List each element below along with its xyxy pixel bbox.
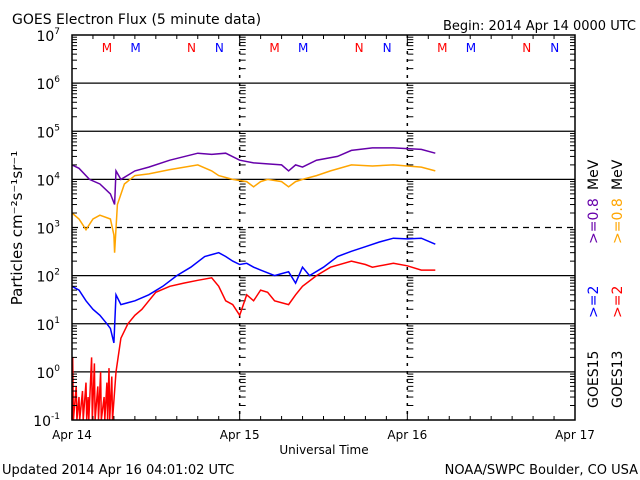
y-tick-base: 10 <box>36 222 54 238</box>
legend-unit-label: MeV <box>610 159 626 190</box>
y-tick-label: 107 <box>36 27 60 45</box>
local-time-marker: N <box>550 41 559 55</box>
local-time-marker: M <box>437 41 447 55</box>
legend-entry-label: >=2 <box>610 286 626 318</box>
series-line-goes13-2-mev <box>71 260 436 421</box>
y-tick-base: 10 <box>36 366 54 382</box>
y-tick-label: 10-1 <box>33 412 60 430</box>
y-tick-exponent: 0 <box>54 364 60 374</box>
plot-frame <box>71 34 576 421</box>
series-line-goes13-0-8-mev <box>71 164 436 253</box>
y-tick-label: 105 <box>36 123 60 141</box>
y-tick-label: 100 <box>36 364 60 382</box>
y-tick-label: 102 <box>36 268 60 286</box>
x-tick-label: Apr 14 <box>52 428 92 442</box>
x-tick-label: Apr 17 <box>555 428 595 442</box>
local-time-marker: M <box>102 41 112 55</box>
y-tick-base: 10 <box>36 173 54 189</box>
y-tick-base: 10 <box>36 125 54 141</box>
x-tick-label: Apr 15 <box>220 428 260 442</box>
local-time-marker: N <box>215 41 224 55</box>
series-line-goes15-2-mev <box>71 237 436 344</box>
y-tick-label: 101 <box>36 316 60 334</box>
x-axis-label: Universal Time <box>279 443 368 457</box>
y-tick-base: 10 <box>36 77 54 93</box>
local-time-marker: N <box>383 41 392 55</box>
local-time-marker: M <box>269 41 279 55</box>
y-tick-base: 10 <box>33 414 51 430</box>
x-tick-label: Apr 16 <box>387 428 427 442</box>
y-tick-exponent: -1 <box>51 412 60 422</box>
legend-entry-label: >=2 <box>586 286 602 318</box>
legend-satellite-label: GOES13 <box>610 351 626 408</box>
local-time-marker: M <box>130 41 140 55</box>
y-tick-exponent: 2 <box>54 268 60 278</box>
local-time-marker: N <box>355 41 364 55</box>
y-tick-base: 10 <box>36 318 54 334</box>
local-time-marker: M <box>466 41 476 55</box>
local-time-marker: N <box>522 41 531 55</box>
legend: GOES15 >=2 >=0.8 MeV GOES13 >=2 >=0.8 MeV <box>586 159 626 408</box>
y-tick-exponent: 6 <box>54 75 60 85</box>
legend-satellite-label: GOES15 <box>586 351 602 408</box>
y-tick-label: 106 <box>36 75 60 93</box>
legend-entry-label: >=0.8 <box>586 198 602 244</box>
y-axis-label: Particles cm⁻²s⁻¹sr⁻¹ <box>8 151 26 305</box>
y-tick-exponent: 1 <box>54 316 60 326</box>
grid <box>72 35 575 420</box>
y-tick-label: 104 <box>36 171 60 189</box>
legend-entry-label: >=0.8 <box>610 198 626 244</box>
local-time-marker: M <box>298 41 308 55</box>
legend-unit-label: MeV <box>586 159 602 190</box>
y-tick-label: 103 <box>36 220 60 238</box>
y-tick-exponent: 3 <box>54 220 60 230</box>
series-line-goes15-0-8-mev <box>71 147 436 205</box>
y-tick-exponent: 5 <box>54 123 60 133</box>
y-tick-exponent: 4 <box>54 171 60 181</box>
y-tick-base: 10 <box>36 29 54 45</box>
local-time-marker: N <box>187 41 196 55</box>
y-tick-base: 10 <box>36 270 54 286</box>
series-group <box>71 147 436 421</box>
credit-label: NOAA/SWPC Boulder, CO USA <box>445 463 638 478</box>
updated-label: Updated 2014 Apr 16 04:01:02 UTC <box>2 463 234 478</box>
y-tick-exponent: 7 <box>54 27 60 37</box>
chart-title: GOES Electron Flux (5 minute data) <box>12 12 261 28</box>
begin-label: Begin: 2014 Apr 14 0000 UTC <box>443 19 636 34</box>
